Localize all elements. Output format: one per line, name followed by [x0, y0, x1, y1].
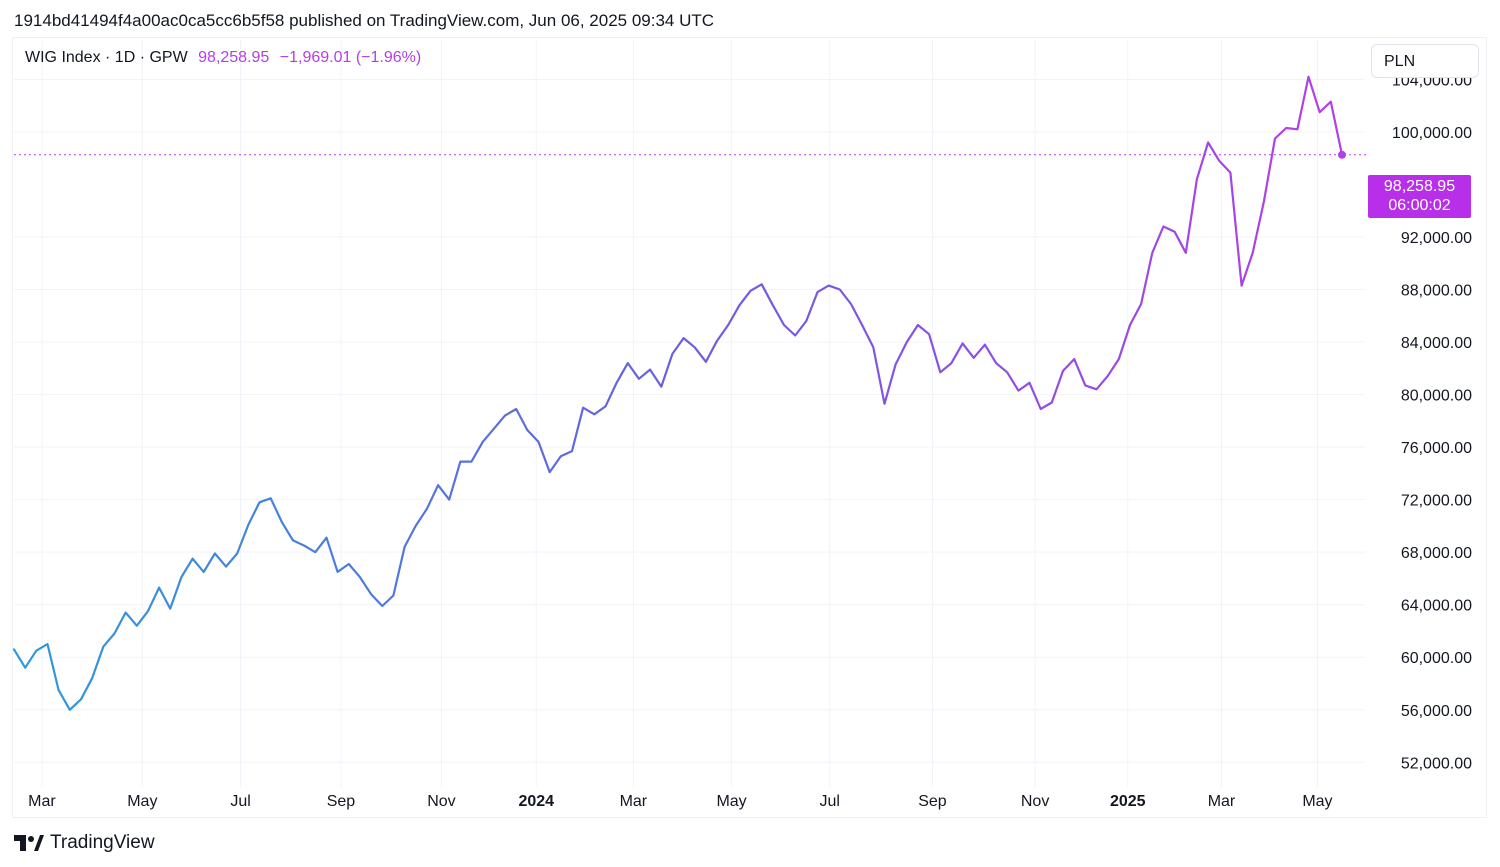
x-tick-label: Sep: [327, 793, 356, 810]
y-tick-label: 52,000.00: [1401, 755, 1472, 772]
y-tick-label: 56,000.00: [1401, 703, 1472, 720]
y-tick-label: 80,000.00: [1401, 388, 1472, 405]
symbol-legend: WIG Index · 1D · GPW 98,258.95 −1,969.01…: [25, 49, 421, 67]
symbol-title[interactable]: WIG Index · 1D · GPW: [25, 49, 188, 66]
y-tick-label: 88,000.00: [1401, 283, 1472, 300]
chart-frame: [12, 37, 1487, 818]
y-tick-label: 60,000.00: [1401, 650, 1472, 667]
x-tick-label: Mar: [28, 793, 56, 810]
tradingview-logo-icon: [14, 835, 44, 851]
x-tick-label: Nov: [427, 793, 455, 810]
legend-change: −1,969.01 (−1.96%): [279, 49, 422, 66]
y-tick-label: 100,000.00: [1392, 125, 1472, 142]
y-tick-label: 76,000.00: [1401, 440, 1472, 457]
chart-grid: [14, 40, 1365, 787]
y-tick-label: 72,000.00: [1401, 493, 1472, 510]
x-tick-label: Mar: [1208, 793, 1236, 810]
legend-last-price: 98,258.95: [198, 49, 270, 66]
x-axis: Mar May Jul Sep Nov 2024 Mar May Jul Sep Nov 2025 Ma…: [28, 793, 1332, 810]
y-tick-label: 68,000.00: [1401, 545, 1472, 562]
x-tick-label: May: [1302, 793, 1332, 810]
x-tick-label: Mar: [620, 793, 648, 810]
y-tick-label: 92,000.00: [1401, 230, 1472, 247]
published-caption: 1914bd41494f4a00ac0ca5cc6b5f58 published…: [14, 11, 715, 30]
price-tag-value: 98,258.95: [1383, 178, 1456, 195]
x-tick-label: May: [716, 793, 746, 810]
x-tick-label: Sep: [918, 793, 947, 810]
last-price-tag: 98,258.95 06:00:02: [1368, 175, 1471, 218]
last-price-dot: [1338, 150, 1346, 159]
x-tick-label: 2025: [1110, 793, 1146, 810]
brand-name: TradingView: [50, 832, 155, 853]
price-tag-countdown: 06:00:02: [1388, 197, 1451, 214]
y-tick-label: 64,000.00: [1401, 598, 1472, 615]
currency-button[interactable]: PLN: [1371, 44, 1479, 78]
x-tick-label: Jul: [820, 793, 840, 810]
x-tick-label: May: [127, 793, 157, 810]
wig-index-line: [12, 75, 1344, 711]
x-tick-label: Jul: [230, 793, 250, 810]
tradingview-logo[interactable]: TradingView: [14, 832, 155, 854]
x-tick-label: 2024: [518, 793, 554, 810]
y-tick-label: 84,000.00: [1401, 335, 1472, 352]
x-tick-label: Nov: [1021, 793, 1049, 810]
